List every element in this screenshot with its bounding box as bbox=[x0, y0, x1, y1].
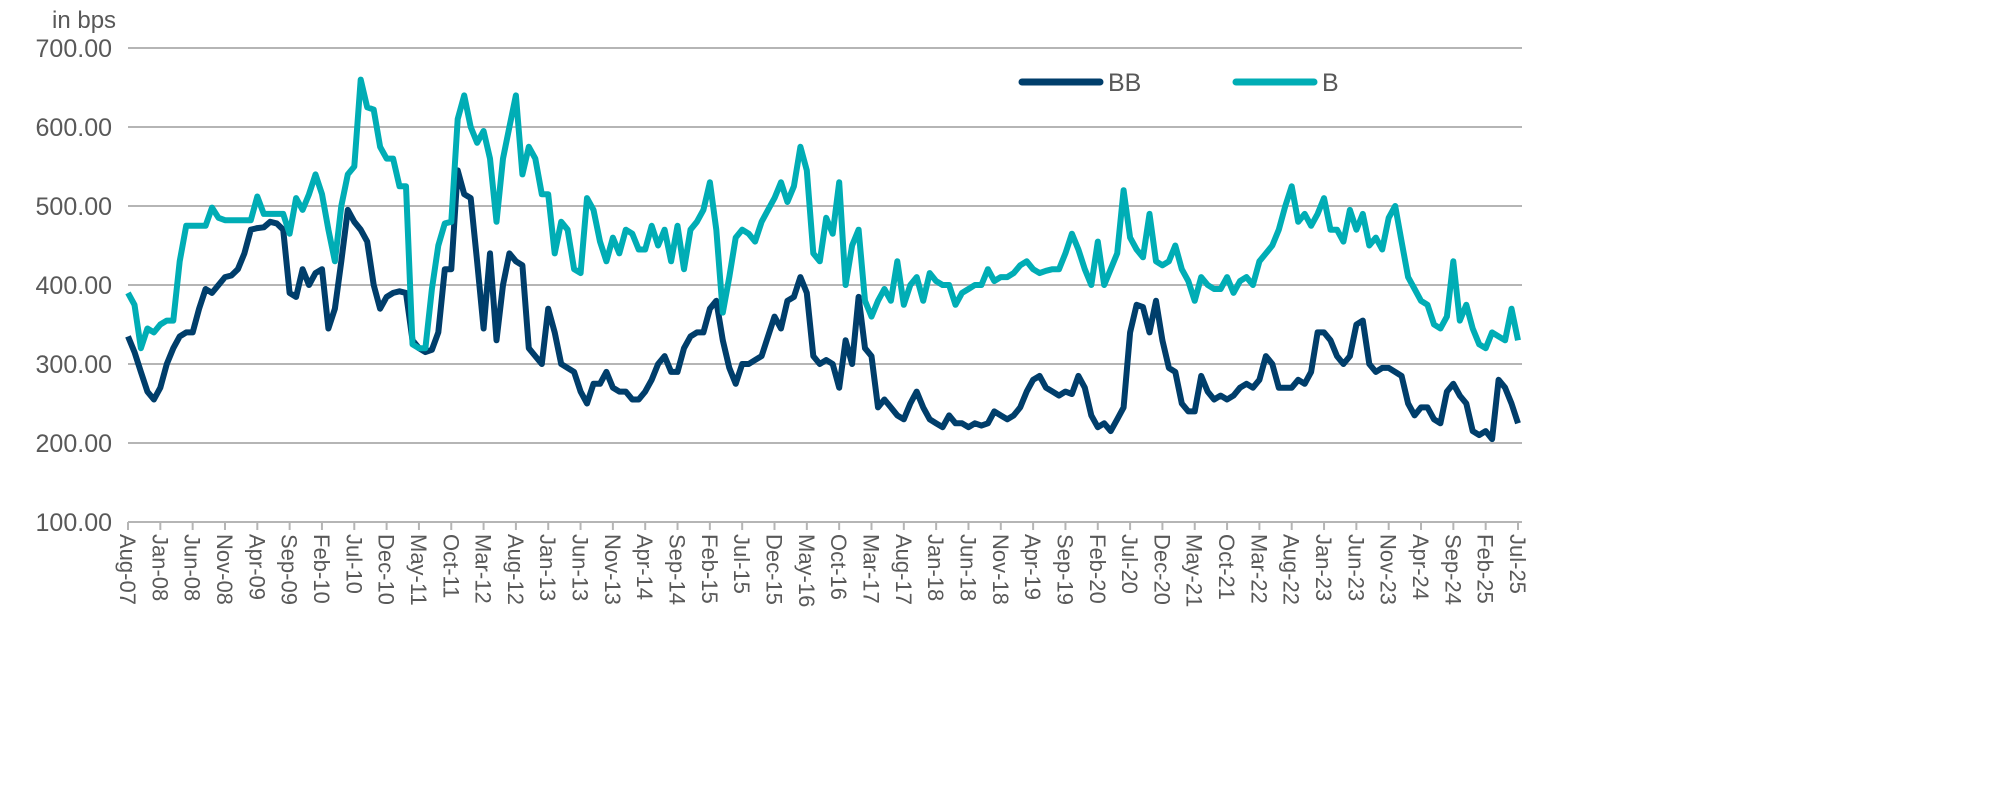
series-line-b bbox=[125, 76, 1521, 352]
x-tick-label: Mar-12 bbox=[471, 534, 496, 604]
x-tick-label: Jun-18 bbox=[955, 534, 980, 601]
y-axis-label: in bps bbox=[52, 7, 116, 34]
x-tick-label: Oct-16 bbox=[826, 534, 851, 600]
x-tick-label: Jan-08 bbox=[147, 534, 172, 601]
x-tick-label: Oct-11 bbox=[438, 534, 463, 598]
x-tick-label: Feb-10 bbox=[309, 534, 334, 604]
legend-label: BB bbox=[1108, 69, 1141, 97]
x-tick-label: Jul-10 bbox=[341, 534, 366, 594]
x-tick-label: Mar-22 bbox=[1246, 534, 1271, 604]
x-tick-label: Apr-09 bbox=[244, 534, 269, 600]
x-tick-label: Jul-25 bbox=[1505, 534, 1530, 594]
x-tick-label: Nov-18 bbox=[988, 534, 1013, 605]
x-tick-label: Nov-23 bbox=[1376, 534, 1401, 605]
x-tick-label: Aug-22 bbox=[1279, 534, 1304, 605]
legend-item-b: B bbox=[1232, 69, 1339, 97]
y-axis-ticks: 100.00 200.00 300.00 400.00 500.00 600.00 700.… bbox=[36, 35, 112, 537]
x-tick-label: Jan-18 bbox=[923, 534, 948, 601]
x-tick-label: Jul-15 bbox=[729, 534, 754, 594]
x-tick-label: Feb-15 bbox=[697, 534, 722, 604]
x-tick-label: Nov-13 bbox=[600, 534, 625, 605]
legend-label: B bbox=[1322, 69, 1339, 97]
legend-item-bb: BB bbox=[1018, 69, 1141, 97]
series-lines bbox=[125, 76, 1521, 443]
x-tick-label: Jan-23 bbox=[1311, 534, 1336, 601]
x-tick-label: Apr-24 bbox=[1408, 534, 1433, 600]
y-tick-label: 300.00 bbox=[36, 351, 112, 379]
x-tick-label: Sep-09 bbox=[277, 534, 302, 605]
x-tick-label: Jun-23 bbox=[1343, 534, 1368, 601]
x-axis: Aug-07 Jan-08 Jun-08 Nov-08 Apr-09 Sep-09 Feb-… bbox=[115, 522, 1530, 607]
x-tick-label: Dec-10 bbox=[374, 534, 399, 605]
legend: BB B bbox=[1018, 69, 1339, 97]
y-tick-label: 100.00 bbox=[36, 509, 112, 537]
y-tick-label: 400.00 bbox=[36, 272, 112, 300]
x-tick-label: Jan-13 bbox=[535, 534, 560, 601]
x-tick-label: Aug-07 bbox=[115, 534, 140, 605]
x-tick-label: Jun-08 bbox=[180, 534, 205, 601]
x-tick-label: Sep-14 bbox=[665, 534, 690, 605]
x-tick-label: Dec-15 bbox=[762, 534, 787, 605]
y-tick-label: 700.00 bbox=[36, 35, 112, 63]
y-tick-label: 200.00 bbox=[36, 430, 112, 458]
x-tick-label: Mar-17 bbox=[858, 534, 883, 604]
x-tick-label: May-16 bbox=[794, 534, 819, 607]
x-tick-label: Sep-19 bbox=[1052, 534, 1077, 605]
x-tick-label: Apr-14 bbox=[632, 534, 657, 600]
x-tick-label: Jun-13 bbox=[568, 534, 593, 601]
x-tick-label: Jul-20 bbox=[1117, 534, 1142, 594]
x-tick-label: Aug-12 bbox=[503, 534, 528, 605]
y-tick-label: 500.00 bbox=[36, 193, 112, 221]
x-tick-label: May-11 bbox=[406, 534, 431, 606]
x-tick-label: Oct-21 bbox=[1214, 534, 1239, 600]
series-line-bb bbox=[125, 167, 1521, 443]
y-tick-label: 600.00 bbox=[36, 114, 112, 142]
x-tick-label: Aug-17 bbox=[891, 534, 916, 605]
x-tick-label: Feb-25 bbox=[1473, 534, 1498, 604]
x-tick-label: May-21 bbox=[1182, 534, 1207, 607]
x-tick-label: Feb-20 bbox=[1085, 534, 1110, 604]
x-tick-label: Dec-20 bbox=[1149, 534, 1174, 605]
x-tick-label: Nov-08 bbox=[212, 534, 237, 605]
x-tick-label: Sep-24 bbox=[1440, 534, 1465, 605]
x-tick-label: Apr-19 bbox=[1020, 534, 1045, 600]
